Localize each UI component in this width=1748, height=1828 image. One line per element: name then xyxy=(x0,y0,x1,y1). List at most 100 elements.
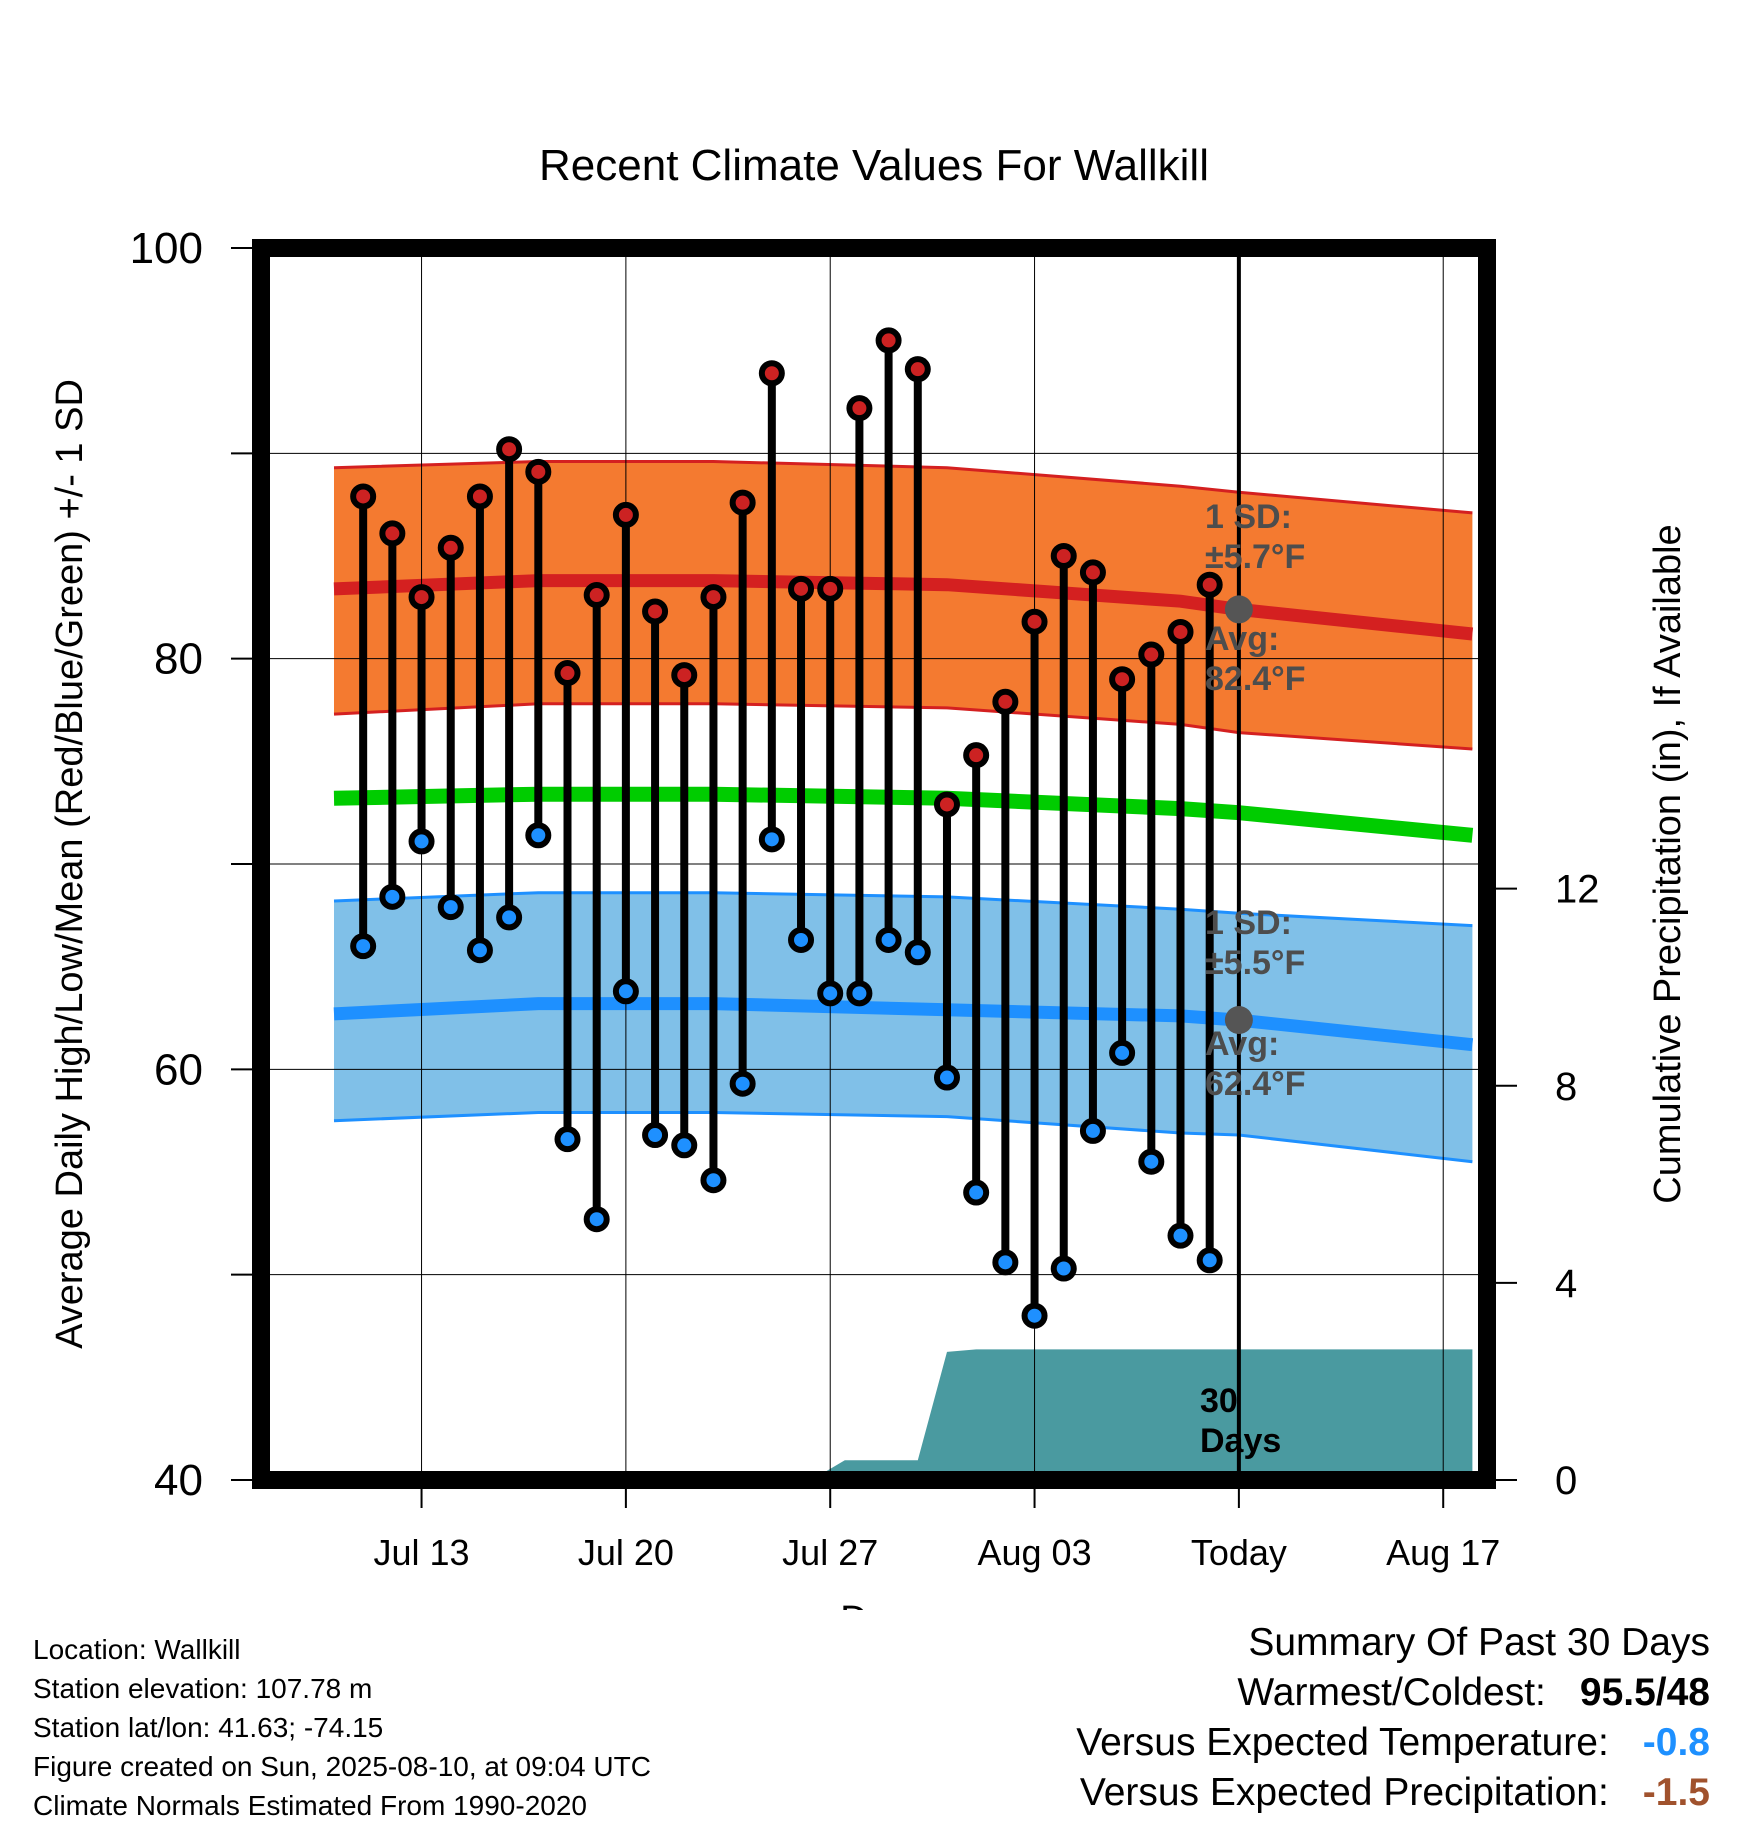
daily-low-point xyxy=(350,933,377,960)
daily-low-point xyxy=(1138,1148,1165,1175)
precip-days-label: Days xyxy=(1200,1422,1281,1460)
warmest-label: Warmest/Coldest: xyxy=(1237,1671,1546,1714)
daily-low-point xyxy=(1196,1247,1223,1274)
x-tick-label: Aug 17 xyxy=(1386,1532,1500,1573)
daily-low-point xyxy=(904,939,931,966)
summary-temp-row: Versus Expected Temperature: -0.8 xyxy=(1076,1718,1710,1768)
high-avg-value: 82.4°F xyxy=(1205,660,1306,698)
y2-axis-label: Cumulative Precipitation (in), If Availa… xyxy=(1647,524,1689,1203)
daily-low-point xyxy=(1021,1302,1048,1329)
daily-low-point xyxy=(963,1179,990,1206)
daily-high-point xyxy=(758,360,785,387)
station-info: Location: Wallkill Station elevation: 10… xyxy=(33,1630,651,1825)
daily-high-point xyxy=(554,660,581,687)
daily-high-point xyxy=(1021,608,1048,635)
created-text: Figure created on Sun, 2025-08-10, at 09… xyxy=(33,1751,651,1782)
high-avg-label: Avg: xyxy=(1205,620,1279,658)
x-tick-label: Today xyxy=(1191,1532,1287,1573)
daily-low-point xyxy=(408,828,435,855)
y-axis-label: Average Daily High/Low/Mean (Red/Blue/Gr… xyxy=(49,379,91,1349)
precip-days-number: 30 xyxy=(1200,1382,1238,1420)
precip-area xyxy=(334,1349,1473,1480)
today-high-normal-point xyxy=(1224,595,1253,624)
precip-value: -1.5 xyxy=(1642,1771,1710,1814)
summary-title: Summary Of Past 30 Days xyxy=(1248,1621,1710,1664)
y-tick-label: 60 xyxy=(154,1045,203,1094)
daily-low-point xyxy=(1167,1222,1194,1249)
daily-low-point xyxy=(554,1126,581,1153)
daily-high-point xyxy=(1196,571,1223,598)
y2-tick-label: 12 xyxy=(1555,868,1600,912)
daily-low-point xyxy=(1050,1255,1077,1282)
low-sd-band xyxy=(334,892,1473,1162)
high-sd-band xyxy=(334,461,1473,749)
daily-high-point xyxy=(729,489,756,516)
daily-low-point xyxy=(583,1206,610,1233)
low-avg-value: 62.4°F xyxy=(1205,1065,1306,1103)
daily-low-point xyxy=(379,883,406,910)
daily-low-point xyxy=(525,822,552,849)
daily-markers xyxy=(350,327,1253,1329)
daily-high-point xyxy=(700,584,727,611)
daily-high-point xyxy=(350,483,377,510)
location-text: Location: Wallkill xyxy=(33,1634,241,1665)
daily-high-point xyxy=(1079,559,1106,586)
daily-low-point xyxy=(671,1132,698,1159)
y-tick-label: 100 xyxy=(130,224,203,273)
daily-high-point xyxy=(612,501,639,528)
daily-high-point xyxy=(846,395,873,422)
chart-title: Recent Climate Values For Wallkill xyxy=(539,141,1209,190)
daily-stems xyxy=(359,340,1214,1316)
temp-value: -0.8 xyxy=(1642,1721,1710,1764)
axes: 40 60 80 100 0 4 8 12 Jul 13 Jul 20 Jul 27 Aug 03 To… xyxy=(130,224,1600,1573)
latlon-text: Station lat/lon: 41.63; -74.15 xyxy=(33,1712,384,1743)
daily-high-point xyxy=(817,575,844,602)
daily-high-point xyxy=(933,791,960,818)
daily-high-point xyxy=(1109,666,1136,693)
daily-high-point xyxy=(992,688,1019,715)
daily-low-point xyxy=(992,1249,1019,1276)
daily-low-point xyxy=(758,826,785,853)
y2-tick-label: 8 xyxy=(1555,1065,1577,1109)
daily-low-point xyxy=(875,926,902,953)
daily-low-point xyxy=(496,904,523,931)
daily-low-point xyxy=(642,1122,669,1149)
high-sd-value: ±5.7°F xyxy=(1205,538,1305,576)
band-annotations: 1 SD: ±5.7°F Avg: 82.4°F 1 SD: ±5.5°F Av… xyxy=(1200,498,1306,1460)
daily-high-point xyxy=(904,356,931,383)
x-tick-label: Jul 13 xyxy=(374,1532,470,1573)
precip-label: Versus Expected Precipitation: xyxy=(1079,1771,1609,1814)
daily-high-point xyxy=(1167,618,1194,645)
today-low-normal-point xyxy=(1224,1006,1253,1035)
daily-low-point xyxy=(729,1070,756,1097)
warmest-value: 95.5/48 xyxy=(1579,1671,1710,1714)
daily-low-point xyxy=(817,980,844,1007)
daily-high-point xyxy=(466,483,493,510)
low-sd-label: 1 SD: xyxy=(1205,904,1292,942)
daily-high-point xyxy=(583,582,610,609)
mean-line xyxy=(333,786,1474,843)
summary-precip-row: Versus Expected Precipitation: -1.5 xyxy=(1076,1768,1710,1818)
daily-high-point xyxy=(1050,543,1077,569)
daily-low-point xyxy=(1079,1117,1106,1144)
y2-tick-label: 0 xyxy=(1555,1459,1577,1503)
y-tick-label: 80 xyxy=(154,635,203,684)
normals-text: Climate Normals Estimated From 1990-2020 xyxy=(33,1790,587,1821)
low-sd-value: ±5.5°F xyxy=(1205,944,1305,982)
y2-tick-label: 4 xyxy=(1555,1262,1577,1306)
daily-low-point xyxy=(1109,1039,1136,1066)
daily-high-point xyxy=(788,575,815,602)
elevation-text: Station elevation: 107.78 m xyxy=(33,1673,373,1704)
daily-low-point xyxy=(437,894,464,921)
temp-label: Versus Expected Temperature: xyxy=(1076,1721,1609,1764)
y-tick-label: 40 xyxy=(154,1456,203,1505)
daily-high-point xyxy=(671,662,698,689)
low-avg-label: Avg: xyxy=(1205,1025,1279,1063)
grid-lines xyxy=(261,248,1487,1480)
daily-low-point xyxy=(700,1167,727,1194)
daily-low-point xyxy=(933,1064,960,1091)
daily-high-point xyxy=(379,520,406,547)
daily-high-point xyxy=(437,534,464,561)
summary-warmest-row: Warmest/Coldest: 95.5/48 xyxy=(1076,1668,1710,1718)
daily-high-point xyxy=(525,458,552,485)
